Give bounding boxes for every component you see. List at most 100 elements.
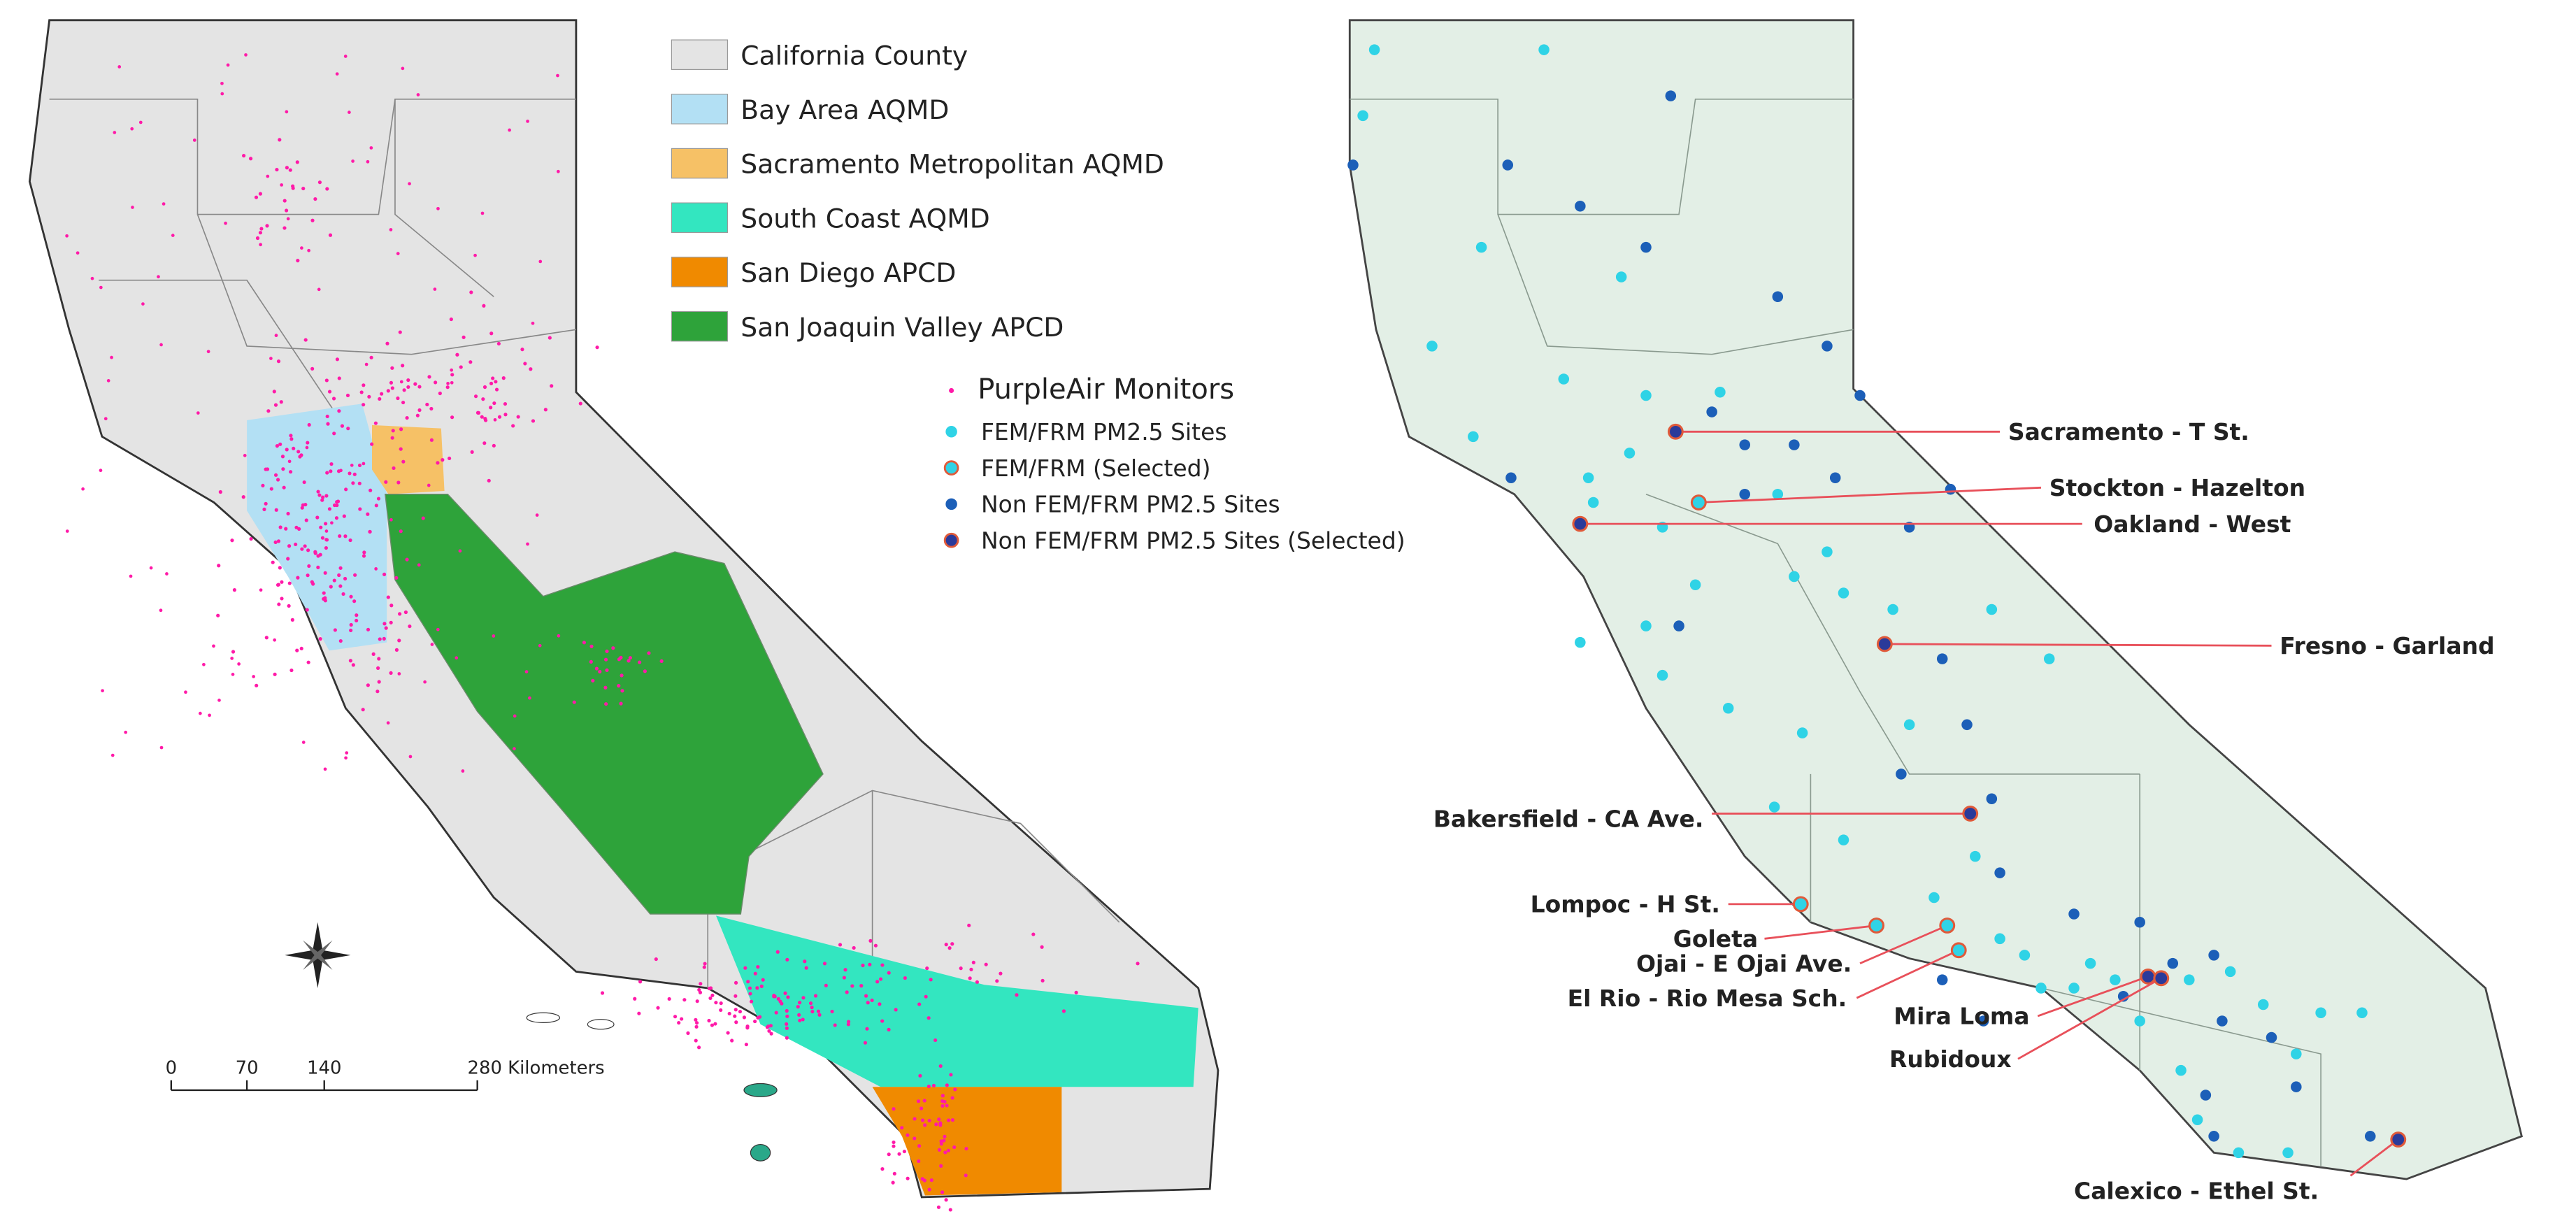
purpleair-dot [496,341,501,346]
purpleair-dot [926,1016,931,1020]
purpleair-dot [310,580,314,584]
purpleair-dot [396,252,400,255]
purpleair-dot [276,478,280,482]
purpleair-dot [307,422,311,427]
purpleair-dot [620,673,624,678]
purpleair-dot [373,421,378,425]
site-dot [2043,653,2055,664]
purpleair-dot [351,663,355,667]
site-dot [2019,950,2031,961]
site-dot [1936,974,1948,985]
purpleair-dot [117,65,122,69]
purpleair-dot [361,708,365,712]
purpleair-dot [430,643,434,646]
purpleair-dot [940,1094,945,1098]
scale-label: 70 [236,1057,259,1078]
purpleair-dot [744,1042,748,1047]
purpleair-dot [617,657,621,662]
purpleair-dot [482,304,486,308]
purpleair-dot [755,986,759,990]
legend-swatch [671,310,729,342]
purpleair-dot [578,401,582,406]
sacramento-region [372,424,445,494]
purpleair-dot [529,367,533,371]
purpleair-dot [364,362,368,366]
site-dot [2068,908,2080,920]
purpleair-dot [1074,990,1078,994]
purpleair-dot [101,689,104,693]
purpleair-dot [259,243,262,247]
purpleair-dot [340,424,345,428]
purpleair-dot [929,978,933,982]
purpleair-dot [945,1083,949,1087]
south-coast-region [715,915,1198,1087]
purpleair-dot [797,1013,801,1017]
site-dot [1368,44,1380,55]
purpleair-dot [441,458,445,462]
purpleair-dot [324,522,328,526]
purpleair-dot [327,390,332,394]
purpleair-dot [480,415,484,419]
purpleair-dot [913,1117,917,1121]
purpleair-dot [870,998,874,1003]
purpleair-dot [761,978,765,982]
purpleair-dot [758,1015,762,1019]
site-dot [2175,1064,2187,1076]
purpleair-dot [468,360,473,364]
legend-label: Sacramento Metropolitan AQMD [740,149,1164,180]
purpleair-dot [259,588,263,592]
purpleair-dot [301,186,306,191]
purpleair-dot [266,174,270,178]
purpleair-dot [303,338,308,342]
purpleair-dot [964,1146,968,1151]
legend-marker [949,387,954,393]
purpleair-dot [939,1164,943,1168]
purpleair-dot [398,612,402,616]
purpleair-dot [494,380,498,384]
legend-marker [945,426,957,438]
purpleair-dot [940,1104,945,1108]
purpleair-dot [481,397,485,401]
purpleair-dot [938,1121,943,1125]
purpleair-dot [399,529,403,534]
purpleair-dot [916,1099,921,1104]
purpleair-dot [324,545,328,550]
purpleair-dot [362,462,366,466]
site-dot [1887,604,1898,615]
purpleair-dot [295,648,299,652]
purpleair-dot [892,1140,896,1145]
scale-label: 0 [166,1057,177,1078]
purpleair-dot [401,364,405,368]
site-labels: Sacramento - T St. Stockton - Hazelton Oak… [1433,418,2495,1204]
purpleair-dot [287,581,292,585]
purpleair-dot [748,992,752,996]
purpleair-dot [366,683,370,687]
site-dot [1970,850,1981,862]
purpleair-dot [448,456,452,461]
purpleair-dot [813,994,818,998]
purpleair-dot [694,1038,698,1043]
purpleair-dot [492,634,496,638]
purpleair-dot [300,547,304,551]
purpleair-dot [262,507,266,511]
site-dot [1896,769,1907,780]
legend-marker [945,498,957,510]
purpleair-dot [753,971,757,976]
purpleair-dot [769,1031,773,1036]
purpleair-dot [106,379,110,383]
purpleair-dot [887,1027,891,1031]
purpleair-dot [389,517,393,522]
purpleair-dot [953,1087,957,1092]
purpleair-dot [458,549,462,553]
site-dot [1768,801,1780,813]
purpleair-dot [318,637,322,641]
purpleair-dot [643,669,647,673]
site-dot [1357,110,1368,122]
purpleair-dot [287,544,292,548]
purpleair-dot [332,578,336,583]
purpleair-dot [605,649,609,653]
purpleair-dot [328,233,333,237]
purpleair-dot [572,700,576,704]
purpleair-dot [288,470,293,474]
purpleair-dot [324,529,329,533]
